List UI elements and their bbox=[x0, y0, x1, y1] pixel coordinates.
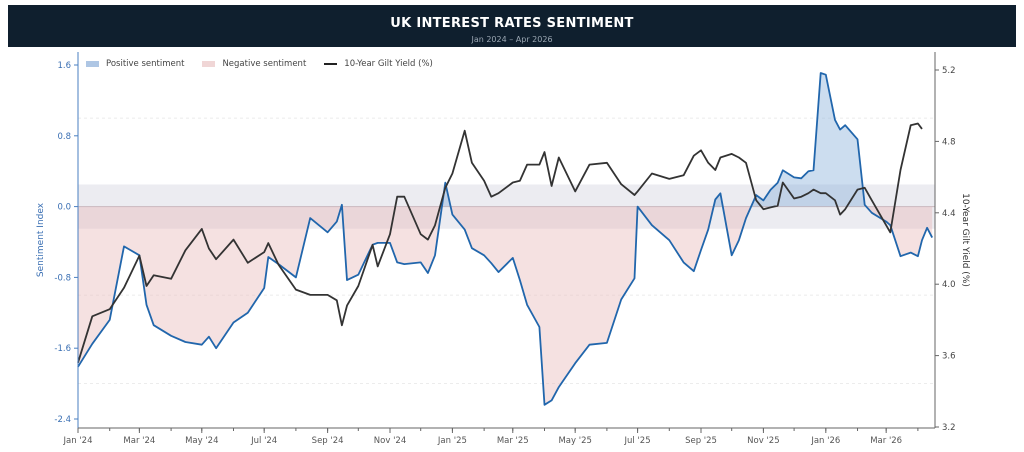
x-tick-label: Sep '25 bbox=[685, 436, 717, 446]
legend-yield: 10-Year Gilt Yield (%) bbox=[324, 59, 433, 69]
yield-line bbox=[77, 122, 923, 363]
x-tick-label: Mar '25 bbox=[497, 436, 529, 446]
x-tick-label: Mar '26 bbox=[870, 436, 902, 446]
x-tick-label: May '24 bbox=[185, 436, 218, 446]
negative-sentiment-area bbox=[78, 206, 933, 405]
y2-tick-label: 4.8 bbox=[942, 137, 956, 147]
legend: Positive sentiment Negative sentiment 10… bbox=[86, 59, 433, 69]
y2-tick-label: 5.2 bbox=[942, 66, 956, 76]
legend-negative-label: Negative sentiment bbox=[222, 59, 307, 69]
chart-subtitle: Jan 2024 – Apr 2026 bbox=[471, 35, 553, 44]
x-tick-label: Jul '24 bbox=[250, 436, 277, 446]
x-tick-label: Sep '24 bbox=[312, 436, 344, 446]
yield-swatch bbox=[324, 62, 338, 66]
y2-tick-label: 4.4 bbox=[942, 209, 956, 219]
x-tick-label: Jan '25 bbox=[437, 436, 467, 446]
y2-tick-label: 3.6 bbox=[942, 352, 956, 362]
chart-title: UK INTEREST RATES SENTIMENT bbox=[390, 16, 634, 31]
y-tick-label: -1.6 bbox=[54, 344, 71, 354]
x-tick-label: Jul '25 bbox=[624, 436, 651, 446]
x-tick-label: Mar '24 bbox=[123, 436, 155, 446]
legend-positive: Positive sentiment bbox=[86, 59, 184, 69]
legend-positive-label: Positive sentiment bbox=[106, 59, 185, 69]
positive-sentiment-area bbox=[78, 73, 933, 207]
y2-tick-label: 3.2 bbox=[942, 423, 956, 433]
y2-tick-label: 4.0 bbox=[942, 280, 956, 290]
title-banner: UK INTEREST RATES SENTIMENT Jan 2024 – A… bbox=[8, 5, 1016, 47]
negative-swatch bbox=[202, 61, 216, 67]
positive-swatch bbox=[86, 61, 99, 67]
legend-negative: Negative sentiment bbox=[202, 59, 306, 69]
x-tick-label: Nov '24 bbox=[374, 436, 406, 446]
y-tick-label: -2.4 bbox=[54, 415, 71, 425]
x-tick-label: Jan '24 bbox=[63, 436, 93, 446]
legend-yield-label: 10-Year Gilt Yield (%) bbox=[344, 59, 433, 69]
x-tick-label: May '25 bbox=[558, 436, 591, 446]
y-tick-label: 0.8 bbox=[57, 132, 71, 142]
y-axis-label: Sentiment Index bbox=[36, 202, 46, 277]
x-tick-label: Nov '25 bbox=[747, 436, 779, 446]
y-tick-label: -0.8 bbox=[54, 273, 71, 283]
y-tick-label: 1.6 bbox=[57, 61, 71, 71]
y-tick-label: 0.0 bbox=[57, 203, 71, 213]
y2-axis-label: 10-Year Gilt Yield (%) bbox=[960, 193, 970, 287]
x-tick-label: Jan '26 bbox=[810, 436, 840, 446]
sentiment-line bbox=[77, 72, 933, 406]
